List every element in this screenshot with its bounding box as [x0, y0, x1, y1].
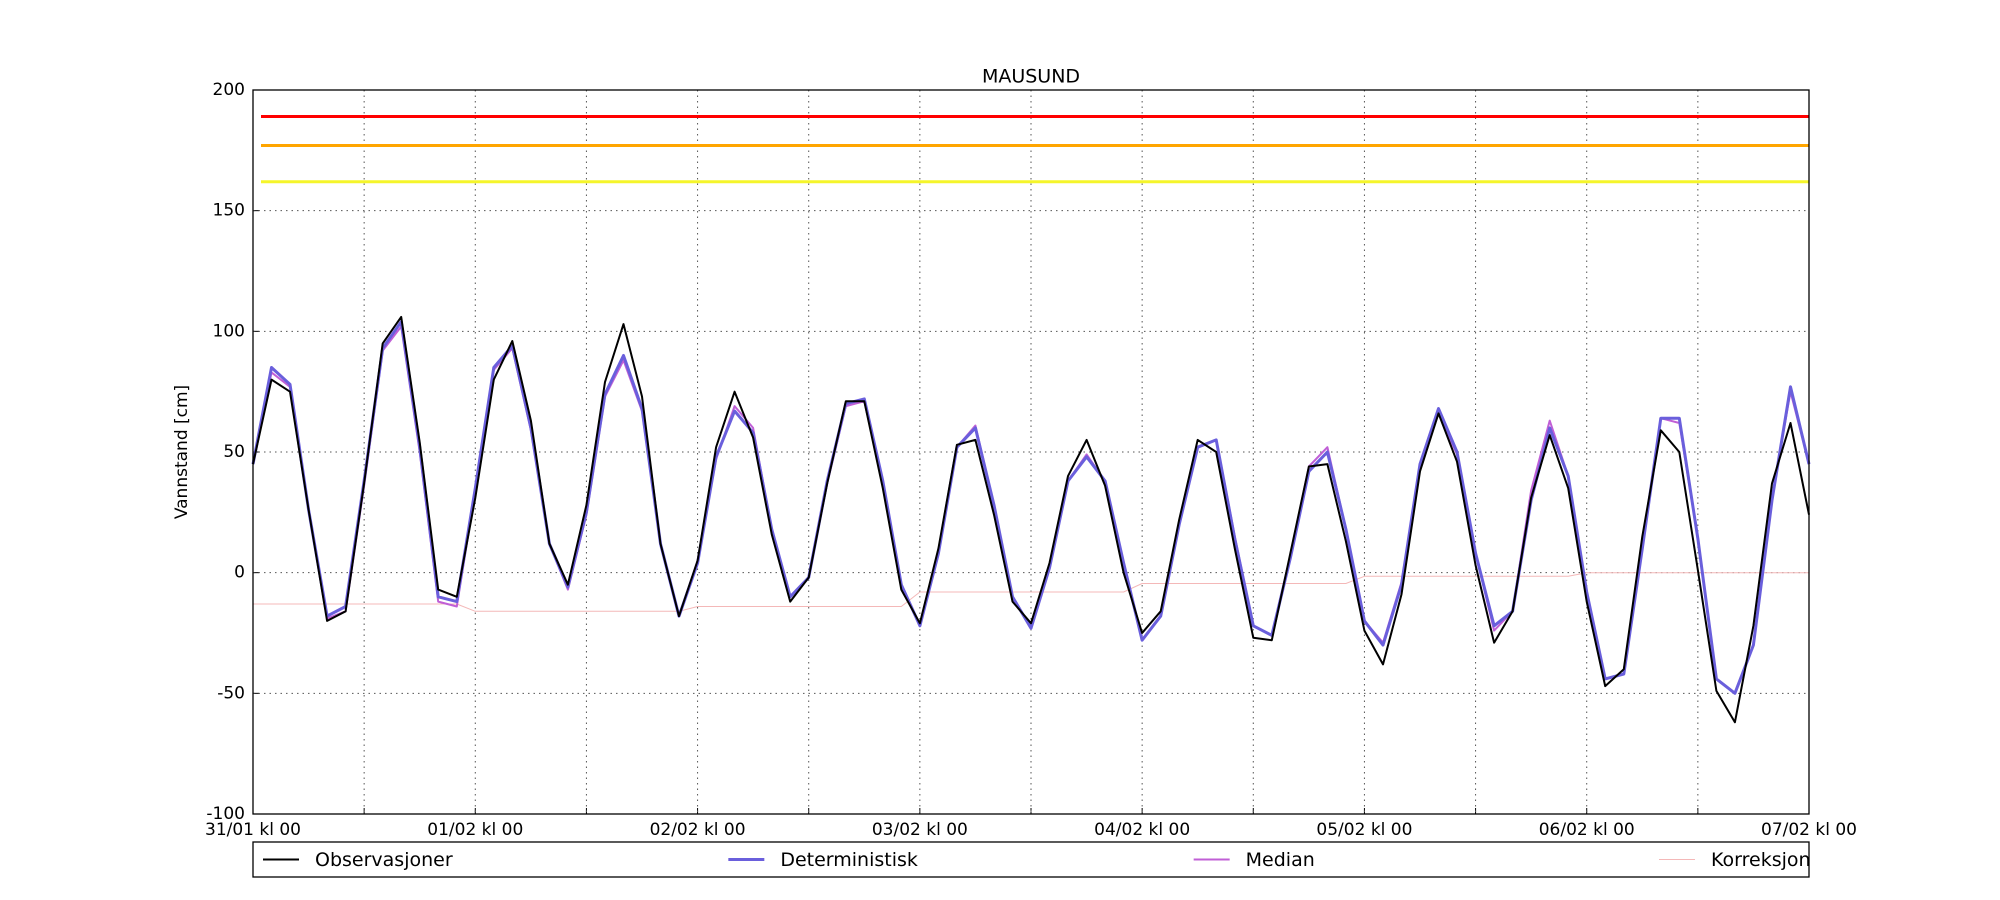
- series-line: [251, 320, 1811, 695]
- y-tick-label: 0: [234, 563, 245, 583]
- legend-box: [252, 841, 1810, 878]
- plot-frame: [252, 89, 1810, 815]
- y-tick-label: -50: [217, 683, 245, 703]
- x-tick-label: 07/02 kl 00: [1761, 820, 1857, 840]
- x-tick-label: 31/01 kl 00: [205, 820, 301, 840]
- series-line: [252, 315, 1810, 724]
- y-tick-label: 50: [223, 442, 245, 462]
- y-tick-label: 100: [213, 321, 245, 341]
- y-tick-label: 200: [213, 80, 245, 100]
- x-tick-label: 03/02 kl 00: [872, 820, 968, 840]
- legend-label: Korreksjon: [1711, 849, 1811, 871]
- x-tick-label: 06/02 kl 00: [1539, 820, 1635, 840]
- y-axis-label: Vannstand [cm]: [172, 385, 192, 519]
- x-tick-label: 04/02 kl 00: [1094, 820, 1190, 840]
- x-tick-label: 01/02 kl 00: [427, 820, 523, 840]
- y-tick-label: 150: [213, 201, 245, 221]
- x-tick-label: 02/02 kl 00: [650, 820, 746, 840]
- chart-title: MAUSUND: [982, 66, 1080, 88]
- legend-label: Deterministisk: [780, 849, 918, 871]
- x-tick-label: 05/02 kl 00: [1316, 820, 1412, 840]
- y-tick-label: -100: [206, 804, 245, 824]
- legend-label: Observasjoner: [315, 849, 453, 871]
- series-line: [253, 572, 1809, 612]
- legend-label: Median: [1246, 849, 1315, 871]
